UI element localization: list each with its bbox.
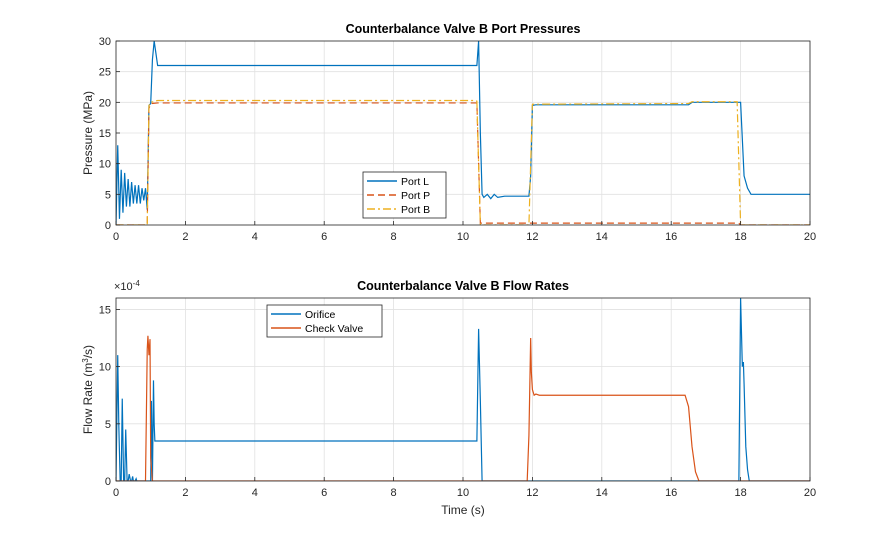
series-line-orifice: [116, 298, 810, 481]
y-tick-label: 5: [105, 189, 111, 201]
flow-series: [116, 298, 810, 481]
x-tick-label: 4: [252, 231, 258, 243]
x-tick-label: 10: [457, 487, 469, 499]
series-line-port-b: [116, 99, 810, 225]
legend-box: [362, 171, 447, 219]
y-tick-label: 0: [105, 220, 111, 232]
series-line-check-valve: [116, 335, 810, 481]
y-tick-label: 10: [99, 362, 111, 374]
flow-x-axis-label: Time (s): [441, 503, 485, 517]
pressure-chart-title: Counterbalance Valve B Port Pressures: [346, 22, 581, 36]
x-tick-label: 16: [665, 231, 677, 243]
y-tick-label: 30: [99, 36, 111, 48]
flow-y-label-tail: /s): [81, 345, 95, 358]
x-tick-label: 20: [804, 487, 816, 499]
y-tick-label: 25: [99, 67, 111, 79]
pressure-plot: 0 2 4 6 8 10 12 14 16 18 20 0 5 10 15 20 25 30 Counterba…: [81, 22, 816, 243]
x-tick-label: 8: [391, 231, 397, 243]
flow-y-exponent: ×10-4: [114, 279, 140, 293]
flow-plot: 0 2 4 6 8 10 12 14 16 18 20 0 5 10 15 Counterbalance …: [81, 279, 816, 517]
y-tick-label: 0: [105, 476, 111, 488]
legend-entry-label: Check Valve: [305, 323, 363, 335]
x-tick-label: 18: [734, 487, 746, 499]
x-tick-label: 2: [182, 487, 188, 499]
pressure-x-ticks: 0 2 4 6 8 10 12 14 16 18 20: [113, 221, 816, 243]
flow-y-axis-label: Flow Rate (m3/s): [81, 345, 95, 434]
x-tick-label: 20: [804, 231, 816, 243]
x-tick-label: 0: [113, 487, 119, 499]
flow-y-label-superscript: 3: [81, 358, 90, 363]
x-tick-label: 4: [252, 487, 258, 499]
x-tick-label: 2: [182, 231, 188, 243]
legend-entry-label: Port L: [401, 176, 429, 188]
flow-exponent-base: ×10: [114, 281, 133, 293]
y-tick-label: 5: [105, 419, 111, 431]
flow-legend[interactable]: Orifice Check Valve: [266, 304, 383, 338]
legend-entry-label: Port P: [401, 190, 430, 202]
flow-y-ticks: 0 5 10 15: [99, 304, 120, 488]
y-tick-label: 20: [99, 97, 111, 109]
legend-entry-label: Orifice: [305, 309, 335, 321]
pressure-y-axis-label: Pressure (MPa): [81, 91, 95, 175]
x-tick-label: 14: [596, 487, 608, 499]
y-tick-label: 15: [99, 304, 111, 316]
legend-box: [266, 304, 383, 338]
pressure-series: [116, 41, 810, 225]
series-line-port-l: [116, 41, 810, 225]
flow-x-ticks: 0 2 4 6 8 10 12 14 16 18 20: [113, 477, 816, 499]
flow-y-label-main: Flow Rate (m: [81, 363, 95, 434]
x-tick-label: 18: [734, 231, 746, 243]
pressure-legend[interactable]: Port L Port P Port B: [362, 171, 447, 219]
flow-exponent-power: -4: [133, 279, 141, 288]
y-tick-label: 10: [99, 159, 111, 171]
x-tick-label: 0: [113, 231, 119, 243]
x-tick-label: 12: [526, 231, 538, 243]
flow-chart-title: Counterbalance Valve B Flow Rates: [357, 279, 569, 293]
y-tick-label: 15: [99, 128, 111, 140]
x-tick-label: 8: [391, 487, 397, 499]
x-tick-label: 16: [665, 487, 677, 499]
pressure-y-ticks: 0 5 10 15 20 25 30: [99, 36, 120, 232]
x-tick-label: 14: [596, 231, 608, 243]
x-tick-label: 6: [321, 487, 327, 499]
x-tick-label: 6: [321, 231, 327, 243]
x-tick-label: 12: [526, 487, 538, 499]
x-tick-label: 10: [457, 231, 469, 243]
legend-entry-label: Port B: [401, 204, 430, 216]
